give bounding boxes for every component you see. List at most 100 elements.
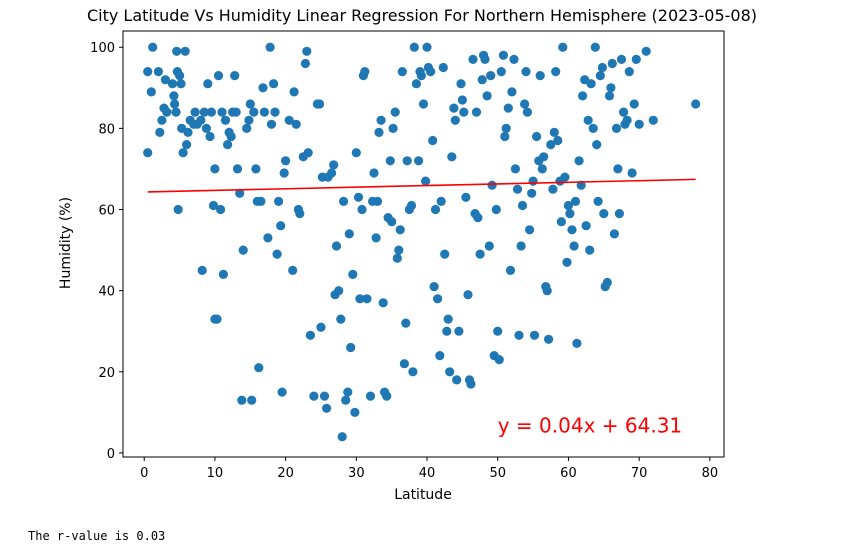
data-point [372, 196, 383, 206]
data-point [435, 351, 445, 361]
data-point [569, 241, 579, 251]
data-point [336, 314, 346, 324]
data-point [494, 355, 504, 365]
data-point [334, 286, 344, 296]
data-point [357, 204, 367, 215]
data-point [463, 290, 473, 300]
data-point [433, 294, 443, 304]
data-point [503, 103, 513, 113]
data-point [374, 127, 384, 137]
data-point [173, 204, 183, 215]
data-point [471, 107, 482, 117]
data-point [350, 407, 360, 417]
data-point [249, 107, 259, 117]
data-point [624, 67, 634, 77]
data-point [344, 229, 354, 239]
data-point [259, 107, 269, 117]
data-point [309, 391, 319, 401]
data-point [581, 221, 591, 231]
data-point [604, 91, 615, 101]
data-point [496, 67, 506, 77]
data-point [482, 91, 492, 101]
data-point [602, 277, 612, 288]
data-point [512, 184, 523, 194]
data-point [473, 213, 483, 223]
data-point [447, 152, 457, 162]
data-point [595, 71, 605, 81]
data-point [585, 245, 595, 255]
data-point [369, 168, 379, 178]
data-point [208, 200, 219, 211]
data-point [461, 192, 471, 202]
data-point [316, 322, 326, 332]
data-point [570, 196, 581, 206]
data-point [378, 298, 388, 308]
data-point [276, 221, 286, 231]
data-point [199, 107, 209, 117]
regression-equation: y = 0.04x + 64.31 [498, 414, 682, 438]
data-point [329, 160, 339, 170]
data-point [529, 330, 540, 340]
regression-line [147, 178, 696, 193]
r-value-output: The r-value is 0.03 [28, 529, 166, 543]
data-point [563, 200, 574, 211]
y-tick-label: 40 [98, 285, 115, 300]
data-point [509, 54, 519, 64]
data-point [532, 131, 542, 142]
data-point [454, 326, 464, 336]
data-point [622, 115, 632, 125]
data-point [609, 229, 620, 239]
data-point [583, 115, 593, 125]
data-point [223, 140, 233, 150]
data-point [162, 107, 172, 117]
data-point [146, 87, 156, 97]
data-point [172, 46, 182, 56]
data-point [315, 99, 325, 109]
data-point [442, 326, 452, 336]
data-point [516, 241, 526, 251]
data-point [183, 127, 193, 137]
x-tick-label: 80 [702, 466, 719, 481]
data-point [493, 326, 503, 336]
data-point [501, 123, 511, 133]
data-point [319, 391, 330, 401]
data-point [178, 148, 188, 158]
data-point [196, 115, 206, 125]
data-point [562, 257, 572, 267]
data-point [491, 204, 501, 215]
data-point [560, 172, 570, 182]
data-point [148, 42, 158, 52]
data-point [428, 135, 438, 146]
data-point [553, 135, 563, 146]
data-point [616, 54, 627, 64]
data-point [411, 79, 421, 89]
data-point [613, 164, 623, 174]
data-point [203, 79, 213, 89]
data-point [525, 225, 535, 235]
y-axis: 0 20 40 60 80 100 [90, 41, 123, 462]
data-point [436, 196, 446, 206]
data-point [217, 107, 227, 117]
data-point [302, 46, 312, 56]
data-point [258, 83, 268, 93]
data-point [450, 115, 460, 125]
data-point [440, 249, 450, 259]
data-point [238, 245, 248, 255]
data-point [305, 330, 315, 340]
data-point [392, 253, 402, 263]
x-tick-label: 10 [207, 466, 224, 481]
data-point [157, 115, 167, 125]
data-point [456, 79, 466, 89]
data-point [160, 75, 170, 85]
data-point [382, 391, 392, 401]
chart-title: City Latitude Vs Humidity Linear Regress… [87, 6, 757, 25]
data-point [535, 71, 545, 81]
data-point [452, 375, 462, 385]
x-tick-label: 50 [489, 466, 506, 481]
data-point [247, 395, 257, 405]
scatter-chart: City Latitude Vs Humidity Linear Regress… [58, 6, 757, 503]
data-point [390, 107, 400, 117]
data-point [362, 294, 372, 304]
data-point [510, 164, 520, 174]
data-point [567, 225, 577, 235]
